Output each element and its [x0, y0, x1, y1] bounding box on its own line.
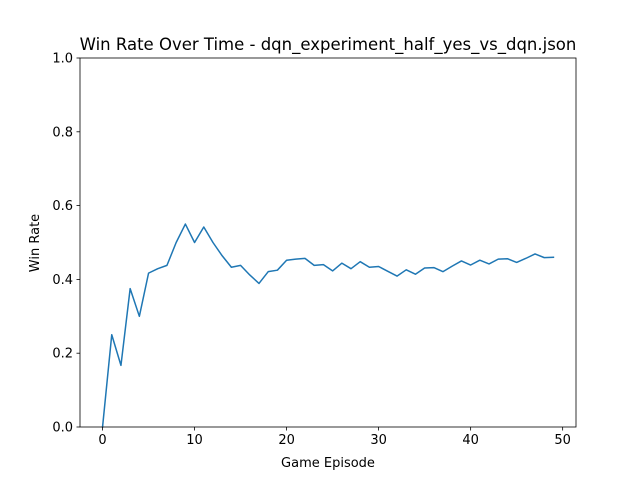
plot-frame: [79, 57, 577, 428]
x-tick-label-3: 30: [370, 433, 387, 448]
y-tick-label-1: 0.2: [52, 347, 73, 362]
plot-area: 0 10 20 30 40 50 0.0 0.2 0.4 0.6 0.8 1.0: [52, 52, 577, 448]
y-tick-label-4: 0.8: [52, 125, 73, 140]
x-tick-label-2: 20: [278, 433, 295, 448]
y-tick-label-5: 1.0: [52, 52, 73, 67]
y-tick-label-0: 0.0: [52, 421, 73, 436]
x-tick-label-0: 0: [98, 433, 106, 448]
x-tick-label-4: 40: [462, 433, 479, 448]
x-tick-label-1: 10: [186, 433, 203, 448]
x-tick-label-5: 50: [554, 433, 571, 448]
x-axis-label: Game Episode: [281, 456, 375, 471]
y-tick-label-2: 0.4: [52, 273, 73, 288]
y-axis-label: Win Rate: [28, 214, 43, 272]
chart-title: Win Rate Over Time - dqn_experiment_half…: [80, 35, 577, 55]
series-line-0: [101, 223, 555, 428]
y-tick-label-3: 0.6: [52, 199, 73, 214]
